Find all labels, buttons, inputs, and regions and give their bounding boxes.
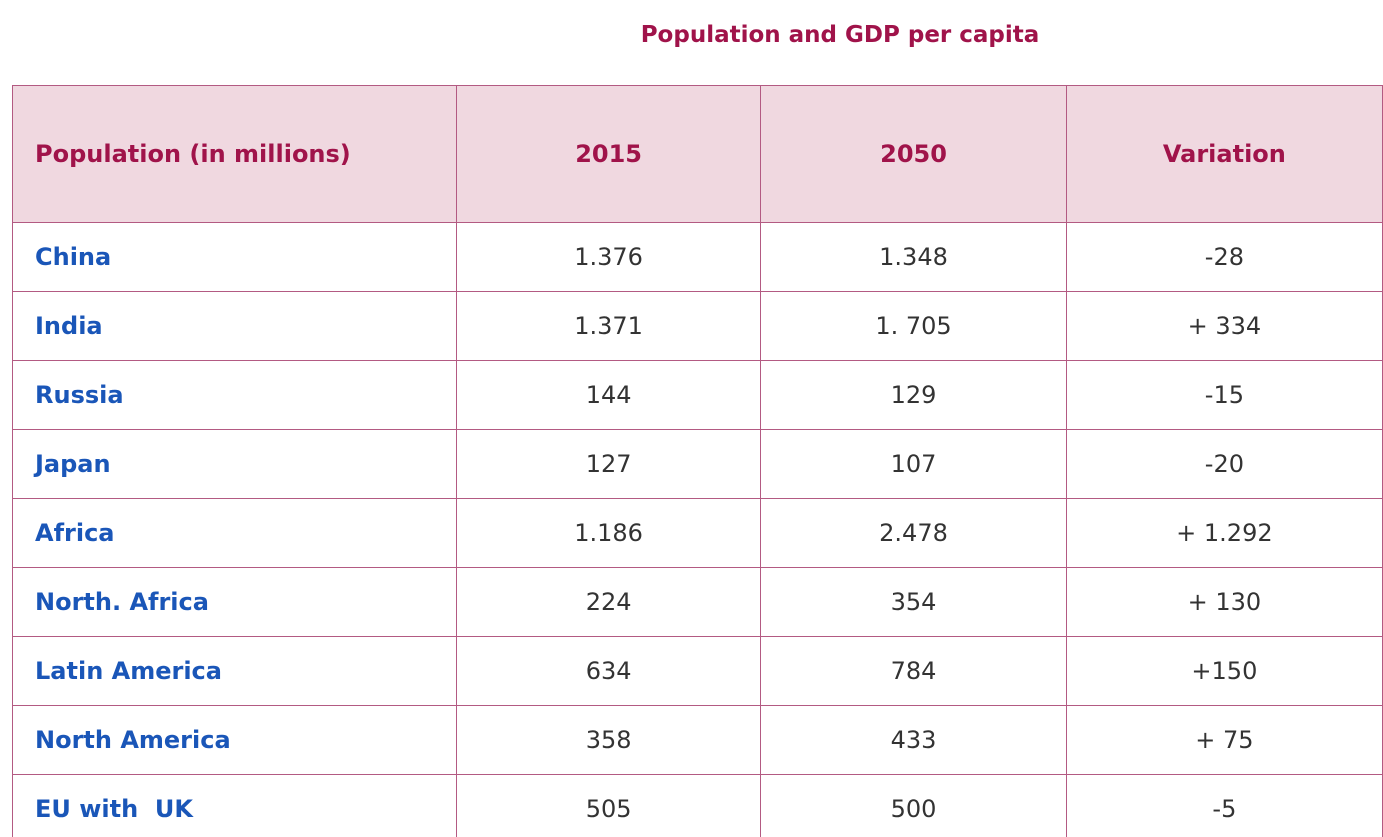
- cell: + 75: [1065, 705, 1383, 775]
- row-label: China: [12, 222, 457, 292]
- cell: 1.348: [760, 222, 1067, 292]
- table-row: Russia 144 129 -15: [12, 360, 1383, 430]
- cell: + 130: [1065, 567, 1383, 637]
- cell: 2.478: [760, 498, 1067, 568]
- cell: 107: [760, 429, 1067, 499]
- cell: + 334: [1065, 291, 1383, 361]
- row-label: Africa: [12, 498, 457, 568]
- row-label: Latin America: [12, 636, 457, 706]
- row-label: India: [12, 291, 457, 361]
- column-header: Population (in millions): [12, 85, 457, 223]
- cell: 505: [455, 774, 762, 837]
- cell: 1.371: [455, 291, 762, 361]
- cell: -15: [1065, 360, 1383, 430]
- table-row: EU with UK 505 500 -5: [12, 774, 1383, 837]
- cell: -28: [1065, 222, 1383, 292]
- cell: 1. 705: [760, 291, 1067, 361]
- row-label: North. Africa: [12, 567, 457, 637]
- table-title: Population and GDP per capita: [640, 22, 1040, 48]
- cell: 224: [455, 567, 762, 637]
- table-row: Africa 1.186 2.478 + 1.292: [12, 498, 1383, 568]
- cell: 784: [760, 636, 1067, 706]
- cell: 144: [455, 360, 762, 430]
- cell: 1.376: [455, 222, 762, 292]
- cell: 1.186: [455, 498, 762, 568]
- cell: 129: [760, 360, 1067, 430]
- cell: +150: [1065, 636, 1383, 706]
- table-row: Latin America 634 784 +150: [12, 636, 1383, 706]
- column-header: 2050: [760, 85, 1067, 223]
- cell: + 1.292: [1065, 498, 1383, 568]
- row-label: EU with UK: [12, 774, 457, 837]
- cell: 433: [760, 705, 1067, 775]
- cell: -20: [1065, 429, 1383, 499]
- table-row: China 1.376 1.348 -28: [12, 222, 1383, 292]
- cell: 634: [455, 636, 762, 706]
- cell: 500: [760, 774, 1067, 837]
- column-header: Variation: [1065, 85, 1383, 223]
- header-row: Population (in millions) 2015 2050 Variatio…: [12, 85, 1383, 223]
- row-label: Japan: [12, 429, 457, 499]
- table-row: North. Africa 224 354 + 130: [12, 567, 1383, 637]
- table-body: China 1.376 1.348 -28 India 1.371 1. 705 + 334 R…: [12, 222, 1383, 837]
- table-row: North America 358 433 + 75: [12, 705, 1383, 775]
- cell: -5: [1065, 774, 1383, 837]
- population-table: Population (in millions) 2015 2050 Variatio…: [12, 85, 1383, 837]
- table-row: Japan 127 107 -20: [12, 429, 1383, 499]
- cell: 358: [455, 705, 762, 775]
- table-row: India 1.371 1. 705 + 334: [12, 291, 1383, 361]
- row-label: Russia: [12, 360, 457, 430]
- cell: 127: [455, 429, 762, 499]
- row-label: North America: [12, 705, 457, 775]
- column-header: 2015: [455, 85, 762, 223]
- cell: 354: [760, 567, 1067, 637]
